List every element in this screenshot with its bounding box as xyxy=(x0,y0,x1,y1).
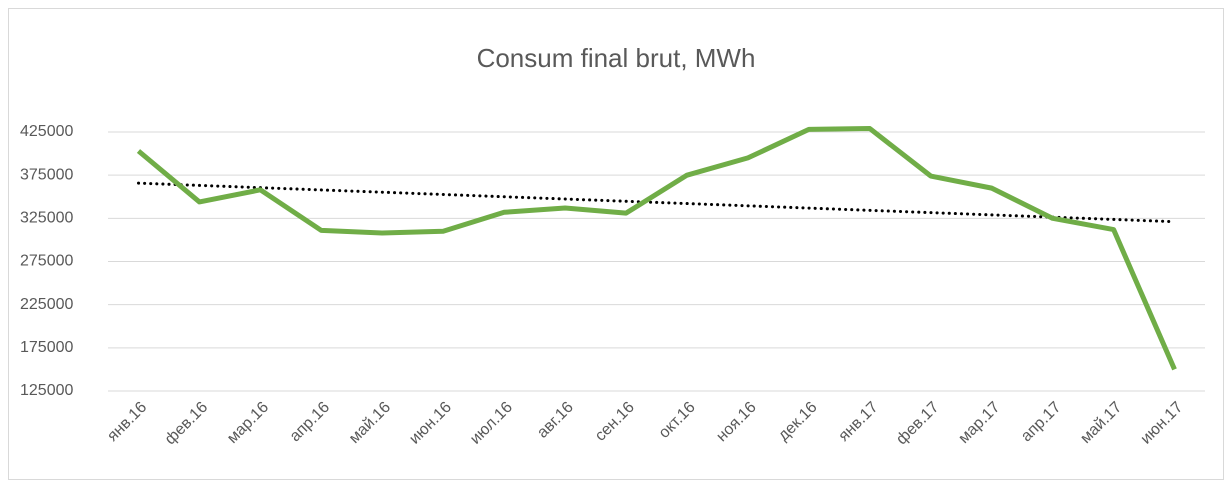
y-tick-label: 325000 xyxy=(20,210,73,227)
y-tick-label: 275000 xyxy=(20,253,73,270)
chart-frame xyxy=(8,8,1224,480)
chart-title: Consum final brut, MWh xyxy=(477,43,756,73)
y-tick-label: 425000 xyxy=(20,123,73,140)
y-tick-label: 375000 xyxy=(20,166,73,183)
y-tick-label: 175000 xyxy=(20,339,73,356)
line-series xyxy=(136,126,1177,371)
y-tick-label: 225000 xyxy=(20,296,73,313)
y-tick-label: 125000 xyxy=(20,382,73,399)
trendline xyxy=(136,181,1177,224)
